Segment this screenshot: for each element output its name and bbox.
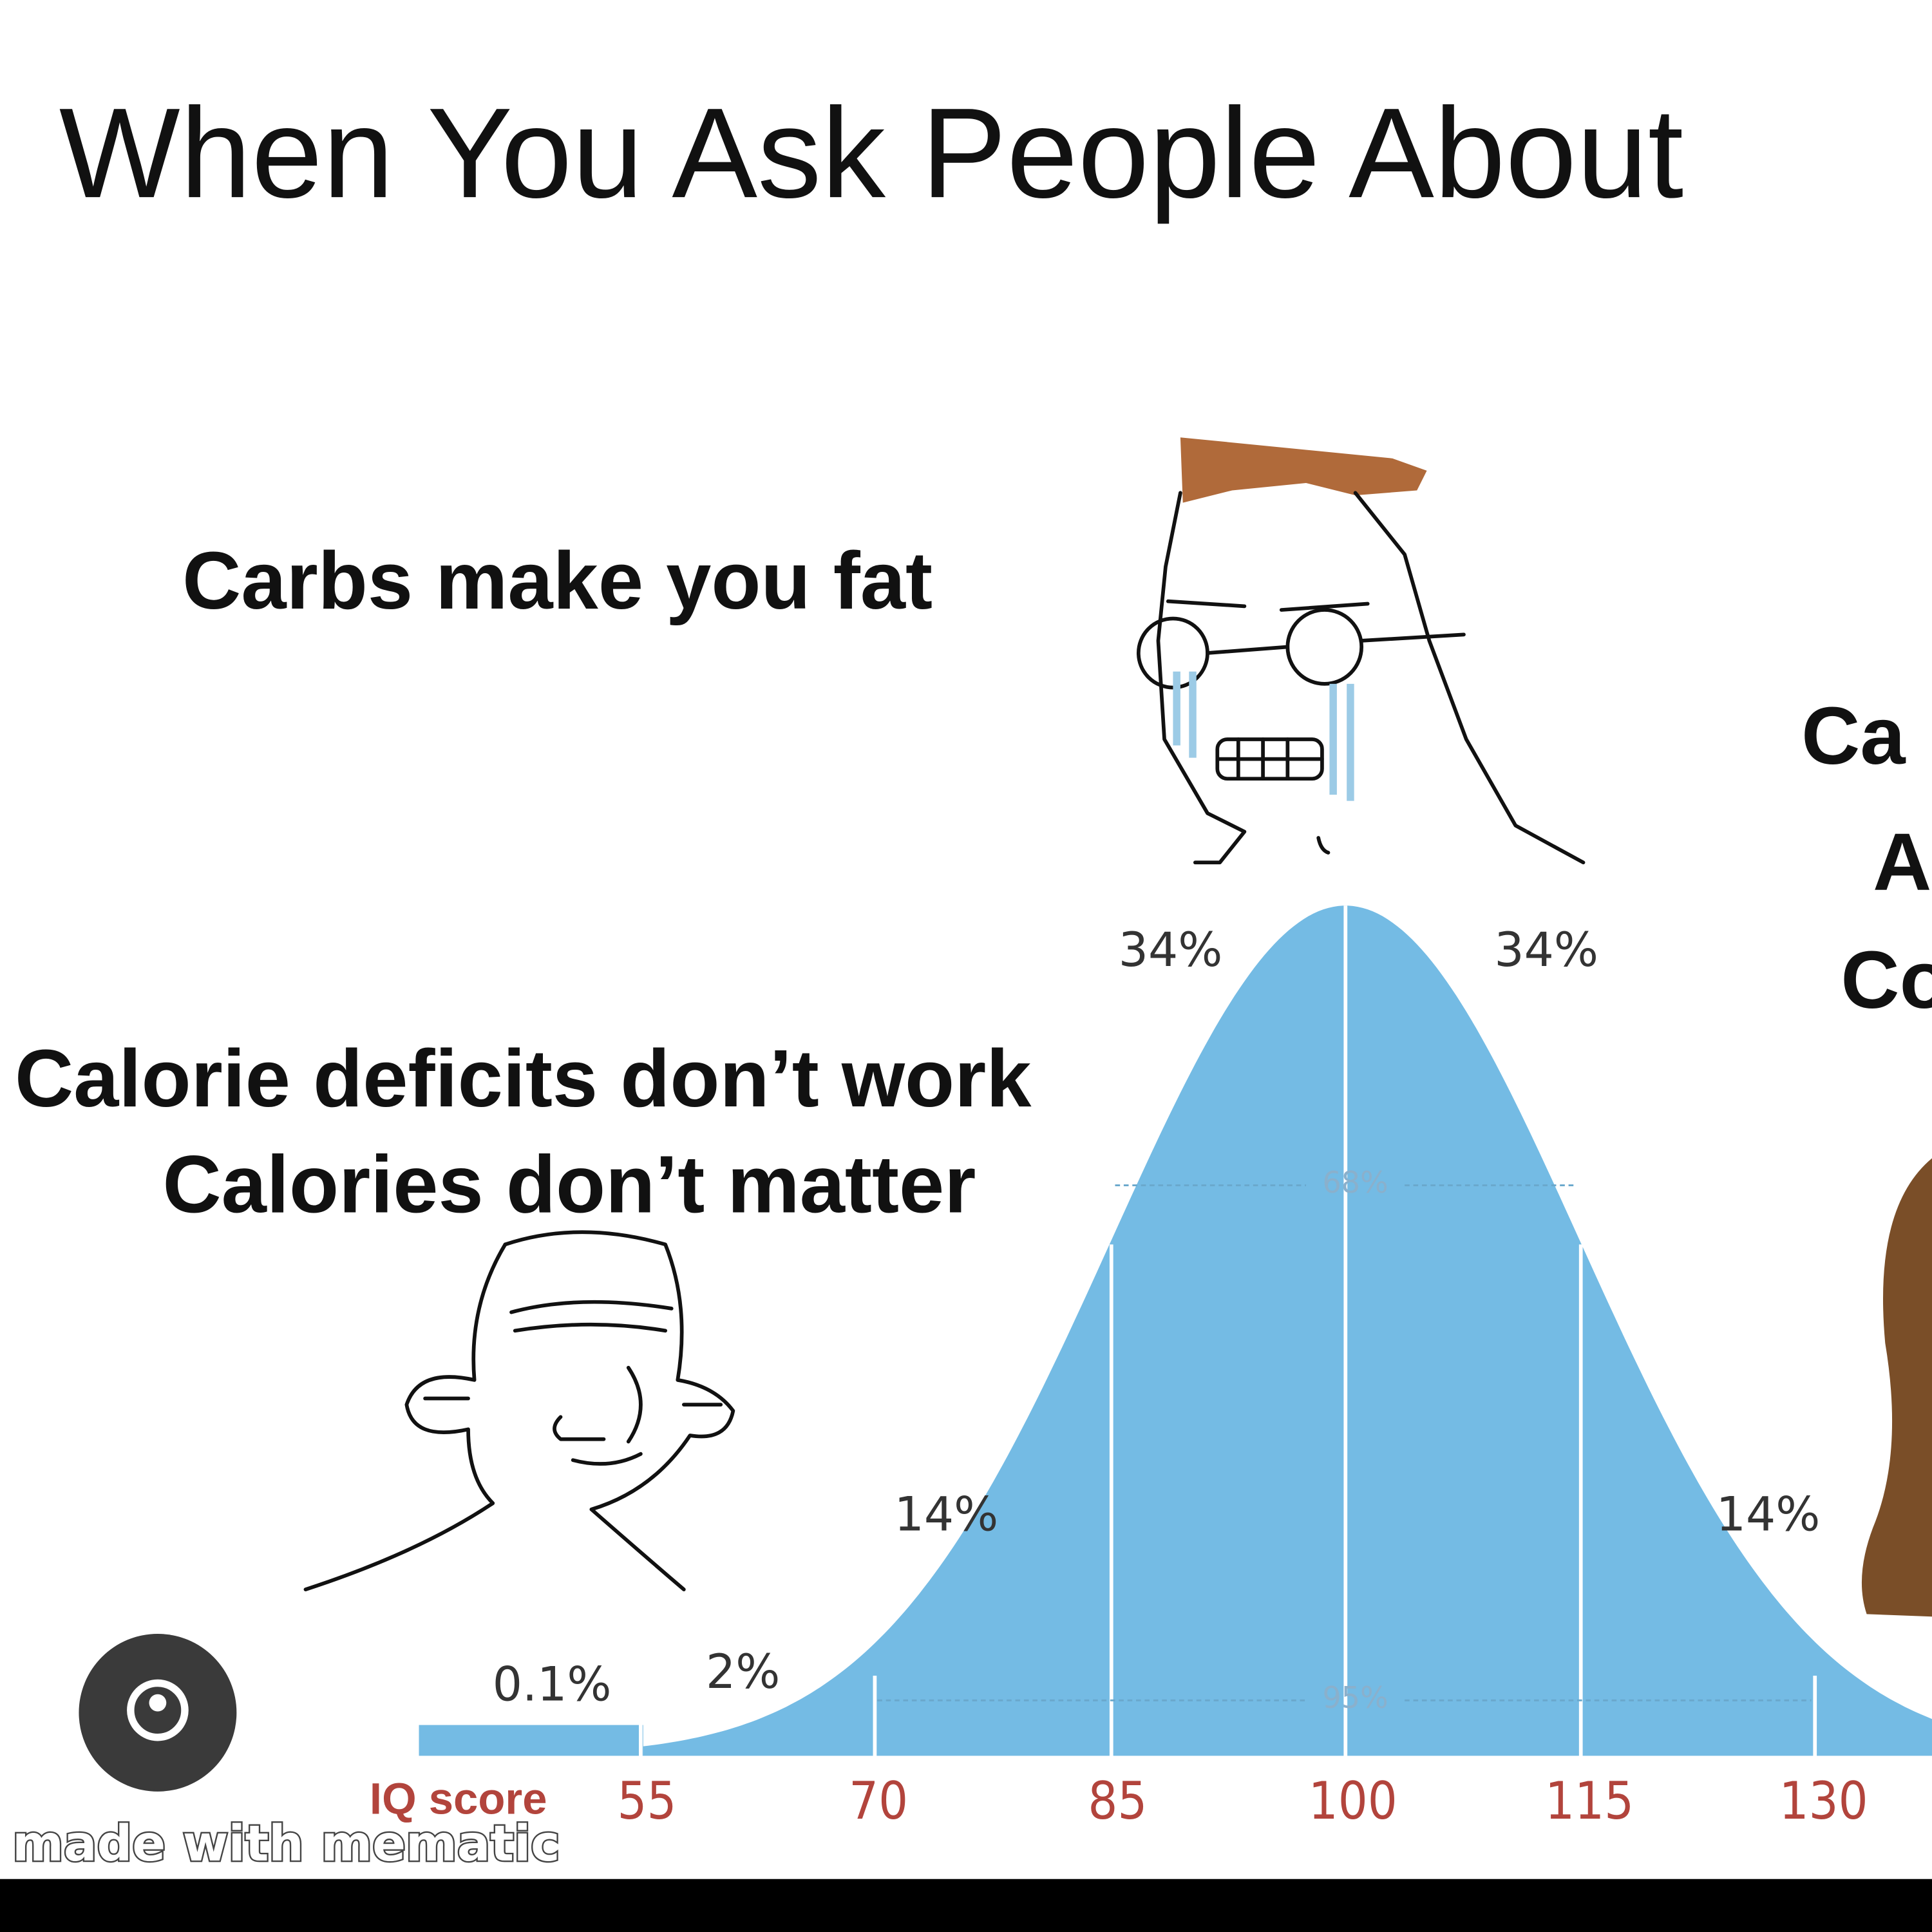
range-label: 95% <box>1323 1680 1388 1715</box>
segment-label: 0.1% <box>493 1658 612 1712</box>
curve-area <box>643 905 1932 1756</box>
caption: Co <box>1841 934 1932 1025</box>
smug-face <box>303 1230 735 1591</box>
caption: A <box>1873 816 1931 907</box>
segment-label: 14% <box>1716 1488 1821 1542</box>
profile-button[interactable] <box>79 1633 237 1792</box>
bell-curve <box>419 905 1932 1760</box>
segment-label: 34% <box>1119 923 1223 978</box>
caption: Calories don’t matter <box>162 1139 976 1230</box>
dividers <box>639 905 1817 1760</box>
bottom-bar <box>0 1879 1932 1932</box>
segment-label: 34% <box>1494 923 1598 978</box>
profile-icon <box>127 1679 189 1741</box>
profile-icon-head <box>149 1694 167 1712</box>
watermark: made with mematic <box>12 1815 560 1873</box>
tick-label: 70 <box>849 1770 908 1831</box>
crying-face <box>1136 437 1586 865</box>
tick-label: 55 <box>617 1770 676 1831</box>
segment-label: 14% <box>895 1488 999 1542</box>
caption: Calorie deficits don’t work <box>15 1033 1032 1124</box>
tick-label: 115 <box>1545 1770 1634 1831</box>
caption: Ca <box>1801 690 1906 781</box>
range-lines <box>877 1184 1812 1701</box>
cut-figure <box>1861 1158 1932 1617</box>
caption: Carbs make you fat <box>182 535 933 626</box>
axis-title: IQ score <box>370 1774 547 1823</box>
segment-label: 2% <box>706 1645 780 1700</box>
tick-label: 100 <box>1309 1770 1397 1831</box>
tick-label: 130 <box>1779 1770 1868 1831</box>
tick-label: 85 <box>1088 1770 1147 1831</box>
title: When You Ask People About <box>59 82 1683 225</box>
range-label: 68% <box>1323 1165 1388 1200</box>
tail-bar <box>419 1725 643 1756</box>
